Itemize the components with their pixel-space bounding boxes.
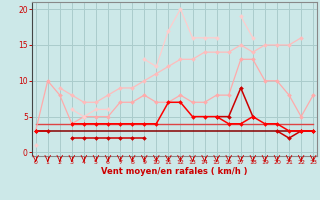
X-axis label: Vent moyen/en rafales ( km/h ): Vent moyen/en rafales ( km/h ) xyxy=(101,167,248,176)
